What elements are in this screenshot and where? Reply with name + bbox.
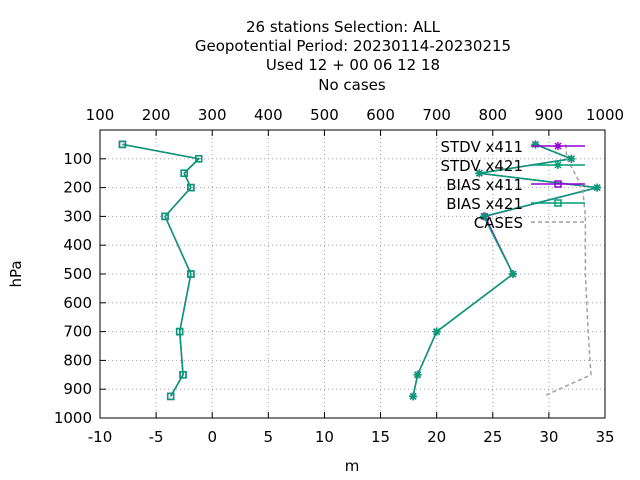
data-point [433, 328, 441, 336]
data-point [409, 392, 417, 400]
x-tick-label: 10 [315, 428, 334, 446]
data-series [119, 140, 601, 400]
y-tick-label: 400 [63, 236, 92, 254]
x-tick-label: 0 [207, 428, 217, 446]
legend-label: BIAS x421 [446, 195, 523, 213]
x-tick-label: 30 [539, 428, 558, 446]
chart-title: 26 stations Selection: ALL Geopotential … [195, 18, 511, 94]
x-tick-label: 15 [371, 428, 390, 446]
x-tick-label: 5 [264, 428, 274, 446]
x2-tick-label: 200 [142, 106, 171, 124]
x2-tick-label: 700 [422, 106, 451, 124]
y-tick-label: 900 [63, 380, 92, 398]
y-tick-label: 700 [63, 323, 92, 341]
title-line-3: Used 12 + 00 06 12 18 [266, 56, 440, 74]
y-tick-label: 300 [63, 207, 92, 225]
x2-tick-label: 500 [310, 106, 339, 124]
data-point [593, 184, 601, 192]
legend-label: CASES [474, 214, 523, 232]
legend-label: STDV x421 [440, 157, 523, 175]
legend-label: STDV x411 [440, 138, 523, 156]
x2-tick-label: 100 [86, 106, 115, 124]
data-point [414, 371, 422, 379]
x2-tick-label: 400 [254, 106, 283, 124]
legend-marker [554, 142, 562, 150]
y-tick-label: 600 [63, 294, 92, 312]
x2-tick-label: 300 [198, 106, 227, 124]
x-tick-label: 25 [483, 428, 502, 446]
y-tick-label: 200 [63, 179, 92, 197]
x-tick-label: -10 [88, 428, 113, 446]
y-axis-label: hPa [7, 260, 25, 287]
x-axis-label: m [345, 457, 360, 475]
x2-tick-label: 800 [478, 106, 507, 124]
y-tick-label: 100 [63, 150, 92, 168]
x2-tick-label: 600 [366, 106, 395, 124]
legend-marker [554, 161, 562, 169]
y-tick-label: 500 [63, 265, 92, 283]
grid-lines [100, 130, 605, 418]
x-tick-label: 35 [595, 428, 614, 446]
x2-tick-label: 1000 [586, 106, 624, 124]
x-tick-label: 20 [427, 428, 446, 446]
y-tick-label: 1000 [54, 409, 92, 427]
y-tick-label: 800 [63, 351, 92, 369]
title-line-4: No cases [318, 76, 386, 94]
title-line-1: 26 stations Selection: ALL [246, 18, 441, 36]
data-point [509, 270, 517, 278]
x2-tick-label: 900 [535, 106, 564, 124]
data-point [531, 140, 539, 148]
legend-label: BIAS x411 [446, 176, 523, 194]
x-tick-label: -5 [149, 428, 164, 446]
axis-tick-labels: -10 -5 0 5 10 15 20 25 30 35 100 200 300 400 500 600 700… [54, 106, 624, 446]
title-line-2: Geopotential Period: 20230114-20230215 [195, 37, 511, 55]
